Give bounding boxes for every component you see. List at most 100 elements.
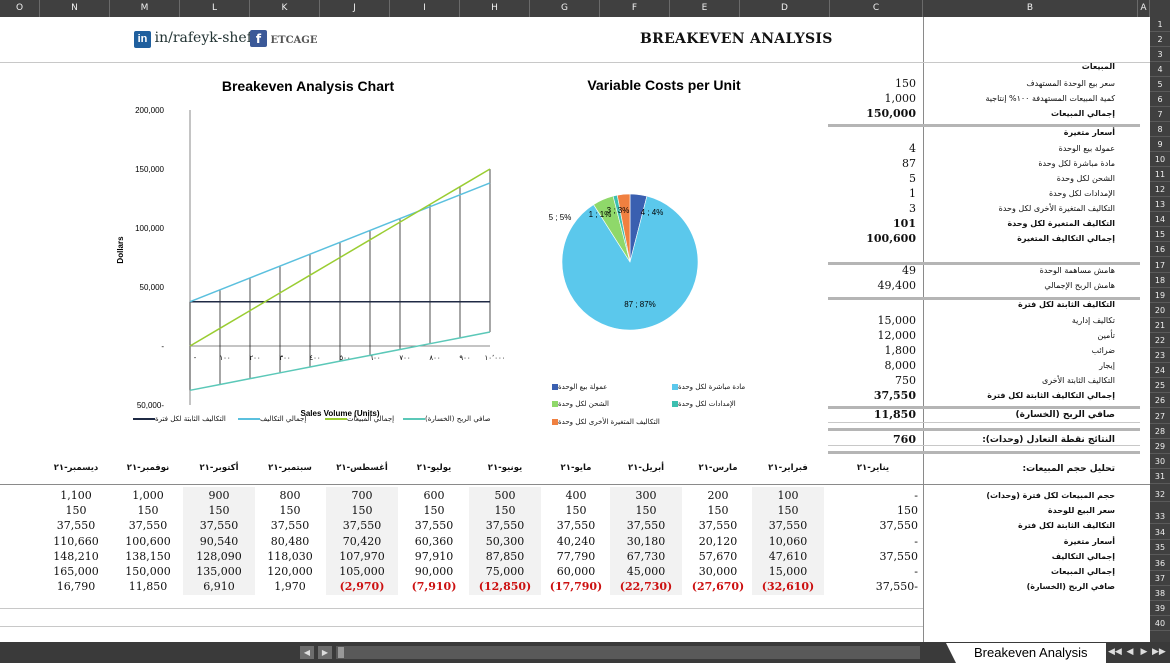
analysis-cell[interactable]: 150: [423, 504, 445, 517]
row-header-4[interactable]: 4: [1150, 62, 1170, 77]
summary-value[interactable]: 1,800: [884, 344, 917, 357]
analysis-cell[interactable]: 118,030: [267, 550, 313, 563]
analysis-cell[interactable]: 165,000: [53, 565, 99, 578]
analysis-cell[interactable]: 80,480: [270, 535, 310, 548]
analysis-cell[interactable]: 37,550: [626, 519, 666, 532]
analysis-cell[interactable]: 37,550: [879, 519, 919, 532]
linkedin-link[interactable]: in in/rafeyk-shefa: [134, 30, 260, 48]
analysis-cell[interactable]: (32,610): [761, 580, 815, 593]
facebook-link[interactable]: f ETCAGE: [250, 30, 317, 47]
column-header-b[interactable]: B: [923, 0, 1138, 17]
row-header-19[interactable]: 19: [1150, 288, 1170, 303]
analysis-cell[interactable]: 40,240: [556, 535, 596, 548]
row-header-3[interactable]: 3: [1150, 47, 1170, 62]
summary-value[interactable]: 150: [895, 77, 916, 90]
analysis-cell[interactable]: 47,610: [768, 550, 808, 563]
column-header-g[interactable]: G: [530, 0, 600, 17]
analysis-cell[interactable]: 77,790: [556, 550, 596, 563]
analysis-cell[interactable]: 37,550: [485, 519, 525, 532]
analysis-cell[interactable]: 150: [279, 504, 301, 517]
summary-value[interactable]: 150,000: [866, 107, 916, 120]
analysis-cell[interactable]: 800: [279, 489, 301, 502]
row-header-26[interactable]: 26: [1150, 393, 1170, 408]
row-header-39[interactable]: 39: [1150, 601, 1170, 616]
analysis-cell[interactable]: 67,730: [626, 550, 666, 563]
analysis-cell[interactable]: -: [914, 535, 918, 548]
analysis-cell[interactable]: 87,850: [485, 550, 525, 563]
prev-sheet-button[interactable]: ◀: [1126, 647, 1134, 657]
row-header-34[interactable]: 34: [1150, 525, 1170, 540]
row-header-28[interactable]: 28: [1150, 424, 1170, 439]
analysis-cell[interactable]: 150: [897, 504, 918, 517]
analysis-cell[interactable]: 70,420: [342, 535, 382, 548]
analysis-cell[interactable]: 75,000: [485, 565, 525, 578]
column-header-o[interactable]: O: [0, 0, 40, 17]
analysis-cell[interactable]: 30,000: [698, 565, 738, 578]
row-header-6[interactable]: 6: [1150, 92, 1170, 107]
summary-value[interactable]: 1: [909, 187, 916, 200]
analysis-cell[interactable]: 150: [137, 504, 159, 517]
analysis-cell[interactable]: 37,550-: [875, 580, 918, 593]
analysis-cell[interactable]: 300: [635, 489, 657, 502]
column-header-l[interactable]: L: [180, 0, 250, 17]
column-header-m[interactable]: M: [110, 0, 180, 17]
analysis-cell[interactable]: 37,550: [56, 519, 96, 532]
column-header-h[interactable]: H: [460, 0, 530, 17]
column-header-f[interactable]: F: [600, 0, 670, 17]
row-header-18[interactable]: 18: [1150, 273, 1170, 288]
row-header-12[interactable]: 12: [1150, 182, 1170, 197]
summary-value[interactable]: 15,000: [877, 314, 917, 327]
analysis-cell[interactable]: 60,000: [556, 565, 596, 578]
analysis-cell[interactable]: 107,970: [339, 550, 385, 563]
row-header-21[interactable]: 21: [1150, 318, 1170, 333]
row-header-7[interactable]: 7: [1150, 107, 1170, 122]
summary-value[interactable]: 4: [909, 142, 916, 155]
row-header-9[interactable]: 9: [1150, 137, 1170, 152]
analysis-cell[interactable]: 30,180: [626, 535, 666, 548]
analysis-cell[interactable]: 700: [351, 489, 373, 502]
row-header-22[interactable]: 22: [1150, 333, 1170, 348]
next-sheet-button[interactable]: ▶: [1140, 647, 1148, 657]
summary-value[interactable]: 100,600: [866, 232, 916, 245]
row-header-23[interactable]: 23: [1150, 348, 1170, 363]
summary-value[interactable]: 49,400: [877, 279, 917, 292]
column-header-i[interactable]: I: [390, 0, 460, 17]
row-header-10[interactable]: 10: [1150, 152, 1170, 167]
analysis-cell[interactable]: 1,000: [132, 489, 164, 502]
analysis-cell[interactable]: 500: [494, 489, 516, 502]
analysis-cell[interactable]: (2,970): [339, 580, 385, 593]
analysis-cell[interactable]: 138,150: [125, 550, 171, 563]
row-header-35[interactable]: 35: [1150, 540, 1170, 555]
summary-value[interactable]: 1,000: [884, 92, 917, 105]
column-header-a[interactable]: A: [1138, 0, 1150, 17]
analysis-cell[interactable]: 148,210: [53, 550, 99, 563]
row-header-40[interactable]: 40: [1150, 616, 1170, 631]
analysis-cell[interactable]: 37,550: [342, 519, 382, 532]
analysis-cell[interactable]: (12,850): [478, 580, 532, 593]
summary-value[interactable]: 5: [909, 172, 916, 185]
analysis-cell[interactable]: 37,550: [414, 519, 454, 532]
analysis-cell[interactable]: 150: [565, 504, 587, 517]
analysis-cell[interactable]: -: [914, 489, 918, 502]
analysis-cell[interactable]: (22,730): [619, 580, 673, 593]
analysis-cell[interactable]: 150: [635, 504, 657, 517]
row-header-16[interactable]: 16: [1150, 242, 1170, 257]
row-header-38[interactable]: 38: [1150, 586, 1170, 601]
analysis-cell[interactable]: 90,000: [414, 565, 454, 578]
row-header-2[interactable]: 2: [1150, 32, 1170, 47]
row-header-37[interactable]: 37: [1150, 571, 1170, 586]
row-header-11[interactable]: 11: [1150, 167, 1170, 182]
analysis-cell[interactable]: 900: [208, 489, 230, 502]
analysis-cell[interactable]: (27,670): [691, 580, 745, 593]
analysis-cell[interactable]: 16,790: [56, 580, 96, 593]
analysis-cell[interactable]: 90,540: [199, 535, 239, 548]
summary-value[interactable]: 11,850: [873, 408, 916, 421]
summary-value[interactable]: 750: [895, 374, 916, 387]
analysis-cell[interactable]: 128,090: [196, 550, 242, 563]
summary-value[interactable]: 760: [893, 433, 916, 446]
row-header-36[interactable]: 36: [1150, 556, 1170, 571]
analysis-cell[interactable]: 60,360: [414, 535, 454, 548]
analysis-cell[interactable]: 150: [494, 504, 516, 517]
row-header-31[interactable]: 31: [1150, 469, 1170, 484]
analysis-cell[interactable]: 37,550: [199, 519, 239, 532]
